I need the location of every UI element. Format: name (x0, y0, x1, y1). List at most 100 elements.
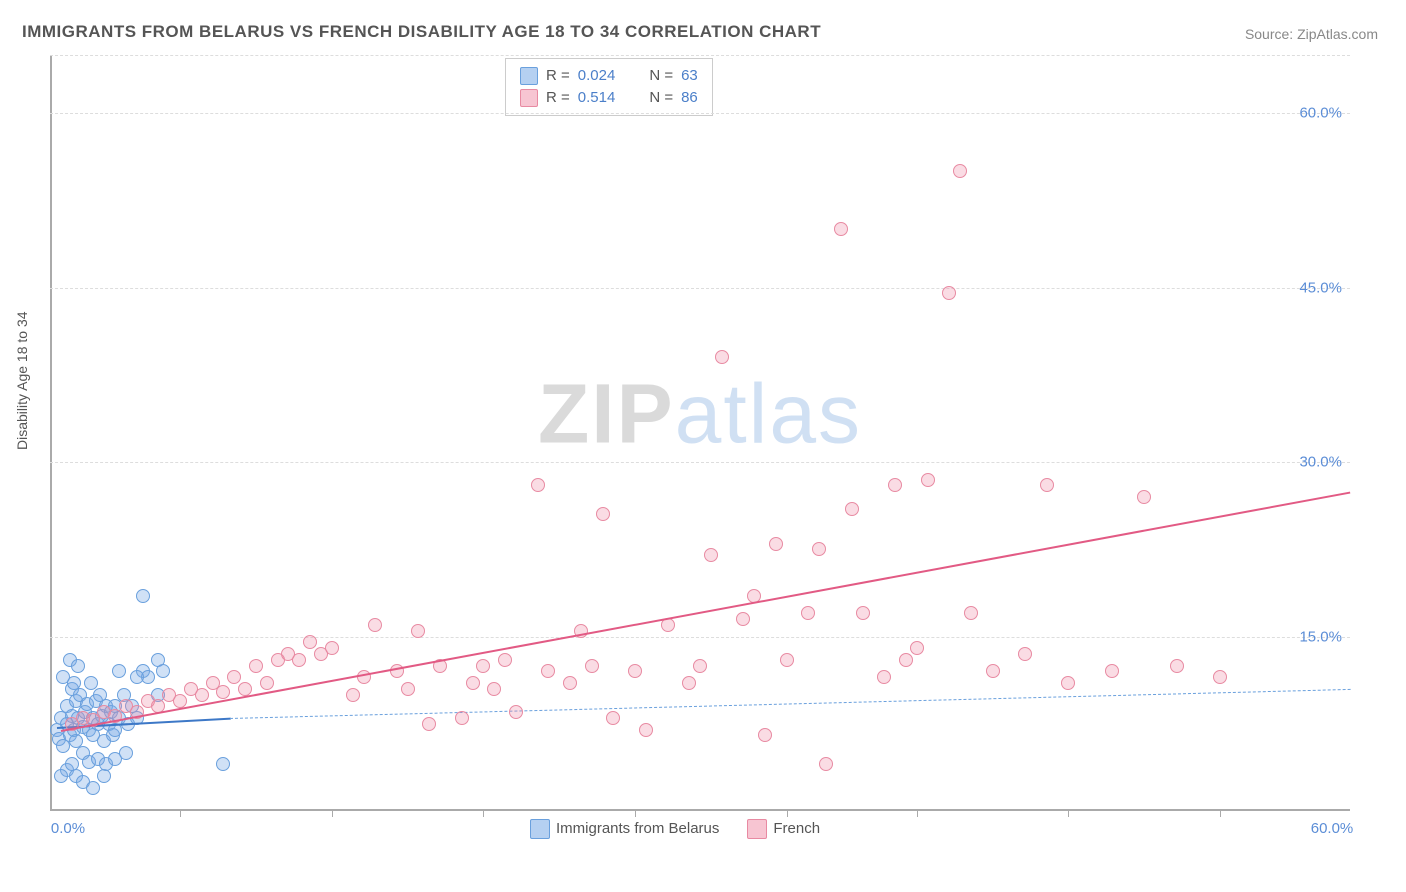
grid-line (50, 462, 1350, 463)
data-point (921, 473, 935, 487)
data-point (249, 659, 263, 673)
data-point (292, 653, 306, 667)
series-legend: Immigrants from Belarus French (530, 819, 820, 839)
data-point (216, 757, 230, 771)
data-point (758, 728, 772, 742)
data-point (953, 164, 967, 178)
x-minor-tick (1220, 809, 1221, 817)
data-point (455, 711, 469, 725)
data-point (216, 685, 230, 699)
x-minor-tick (917, 809, 918, 817)
data-point (736, 612, 750, 626)
data-point (112, 664, 126, 678)
data-point (888, 478, 902, 492)
y-tick-label: 30.0% (1299, 454, 1342, 471)
data-point (260, 676, 274, 690)
data-point (628, 664, 642, 678)
data-point (877, 670, 891, 684)
data-point (715, 350, 729, 364)
data-point (303, 635, 317, 649)
data-point (769, 537, 783, 551)
r-label: R = (546, 87, 570, 109)
data-point (704, 548, 718, 562)
y-tick-label: 45.0% (1299, 279, 1342, 296)
data-point (780, 653, 794, 667)
data-point (130, 670, 144, 684)
data-point (476, 659, 490, 673)
data-point (54, 769, 68, 783)
data-point (411, 624, 425, 638)
data-point (1040, 478, 1054, 492)
series-legend-label: Immigrants from Belarus (556, 820, 719, 837)
data-point (119, 746, 133, 760)
x-tick-label: 0.0% (51, 820, 85, 837)
data-point (71, 659, 85, 673)
x-minor-tick (787, 809, 788, 817)
x-minor-tick (332, 809, 333, 817)
trend-line-extrapolated (230, 689, 1350, 719)
data-point (541, 664, 555, 678)
source-attribution: Source: ZipAtlas.com (1245, 26, 1378, 42)
data-point (65, 757, 79, 771)
y-tick-label: 15.0% (1299, 628, 1342, 645)
data-point (466, 676, 480, 690)
n-label: N = (649, 65, 673, 87)
trend-line (61, 491, 1351, 731)
stats-legend: R =0.024N =63R = 0.514N =86 (505, 58, 713, 116)
legend-swatch (530, 819, 550, 839)
data-point (986, 664, 1000, 678)
data-point (136, 589, 150, 603)
legend-swatch (520, 89, 538, 107)
data-point (325, 641, 339, 655)
data-point (585, 659, 599, 673)
data-point (1170, 659, 1184, 673)
x-tick-label: 60.0% (1311, 820, 1354, 837)
data-point (1213, 670, 1227, 684)
data-point (1137, 490, 1151, 504)
data-point (1018, 647, 1032, 661)
data-point (682, 676, 696, 690)
watermark-zip: ZIP (538, 366, 675, 460)
x-minor-tick (483, 809, 484, 817)
data-point (910, 641, 924, 655)
data-point (1061, 676, 1075, 690)
data-point (606, 711, 620, 725)
x-minor-tick (180, 809, 181, 817)
data-point (801, 606, 815, 620)
n-value: 63 (681, 65, 698, 87)
data-point (563, 676, 577, 690)
data-point (173, 694, 187, 708)
series-legend-item: French (747, 819, 820, 839)
stats-legend-row: R = 0.514N =86 (520, 87, 698, 109)
data-point (368, 618, 382, 632)
legend-swatch (747, 819, 767, 839)
n-label: N = (649, 87, 673, 109)
data-point (195, 688, 209, 702)
watermark: ZIPatlas (538, 365, 862, 462)
y-tick-label: 60.0% (1299, 105, 1342, 122)
r-label: R = (546, 65, 570, 87)
y-axis-label: Disability Age 18 to 34 (14, 311, 30, 450)
data-point (86, 781, 100, 795)
y-axis-line (50, 55, 52, 811)
data-point (67, 676, 81, 690)
series-legend-label: French (773, 820, 820, 837)
data-point (487, 682, 501, 696)
legend-swatch (520, 67, 538, 85)
data-point (845, 502, 859, 516)
data-point (834, 222, 848, 236)
r-value: 0.514 (578, 87, 616, 109)
x-axis-line (50, 809, 1350, 811)
data-point (693, 659, 707, 673)
stats-legend-row: R =0.024N =63 (520, 65, 698, 87)
chart-title: IMMIGRANTS FROM BELARUS VS FRENCH DISABI… (22, 22, 821, 42)
data-point (856, 606, 870, 620)
grid-line (50, 288, 1350, 289)
data-point (401, 682, 415, 696)
data-point (819, 757, 833, 771)
data-point (596, 507, 610, 521)
watermark-atlas: atlas (675, 366, 862, 460)
grid-line (50, 55, 1350, 56)
grid-line (50, 637, 1350, 638)
data-point (1105, 664, 1119, 678)
